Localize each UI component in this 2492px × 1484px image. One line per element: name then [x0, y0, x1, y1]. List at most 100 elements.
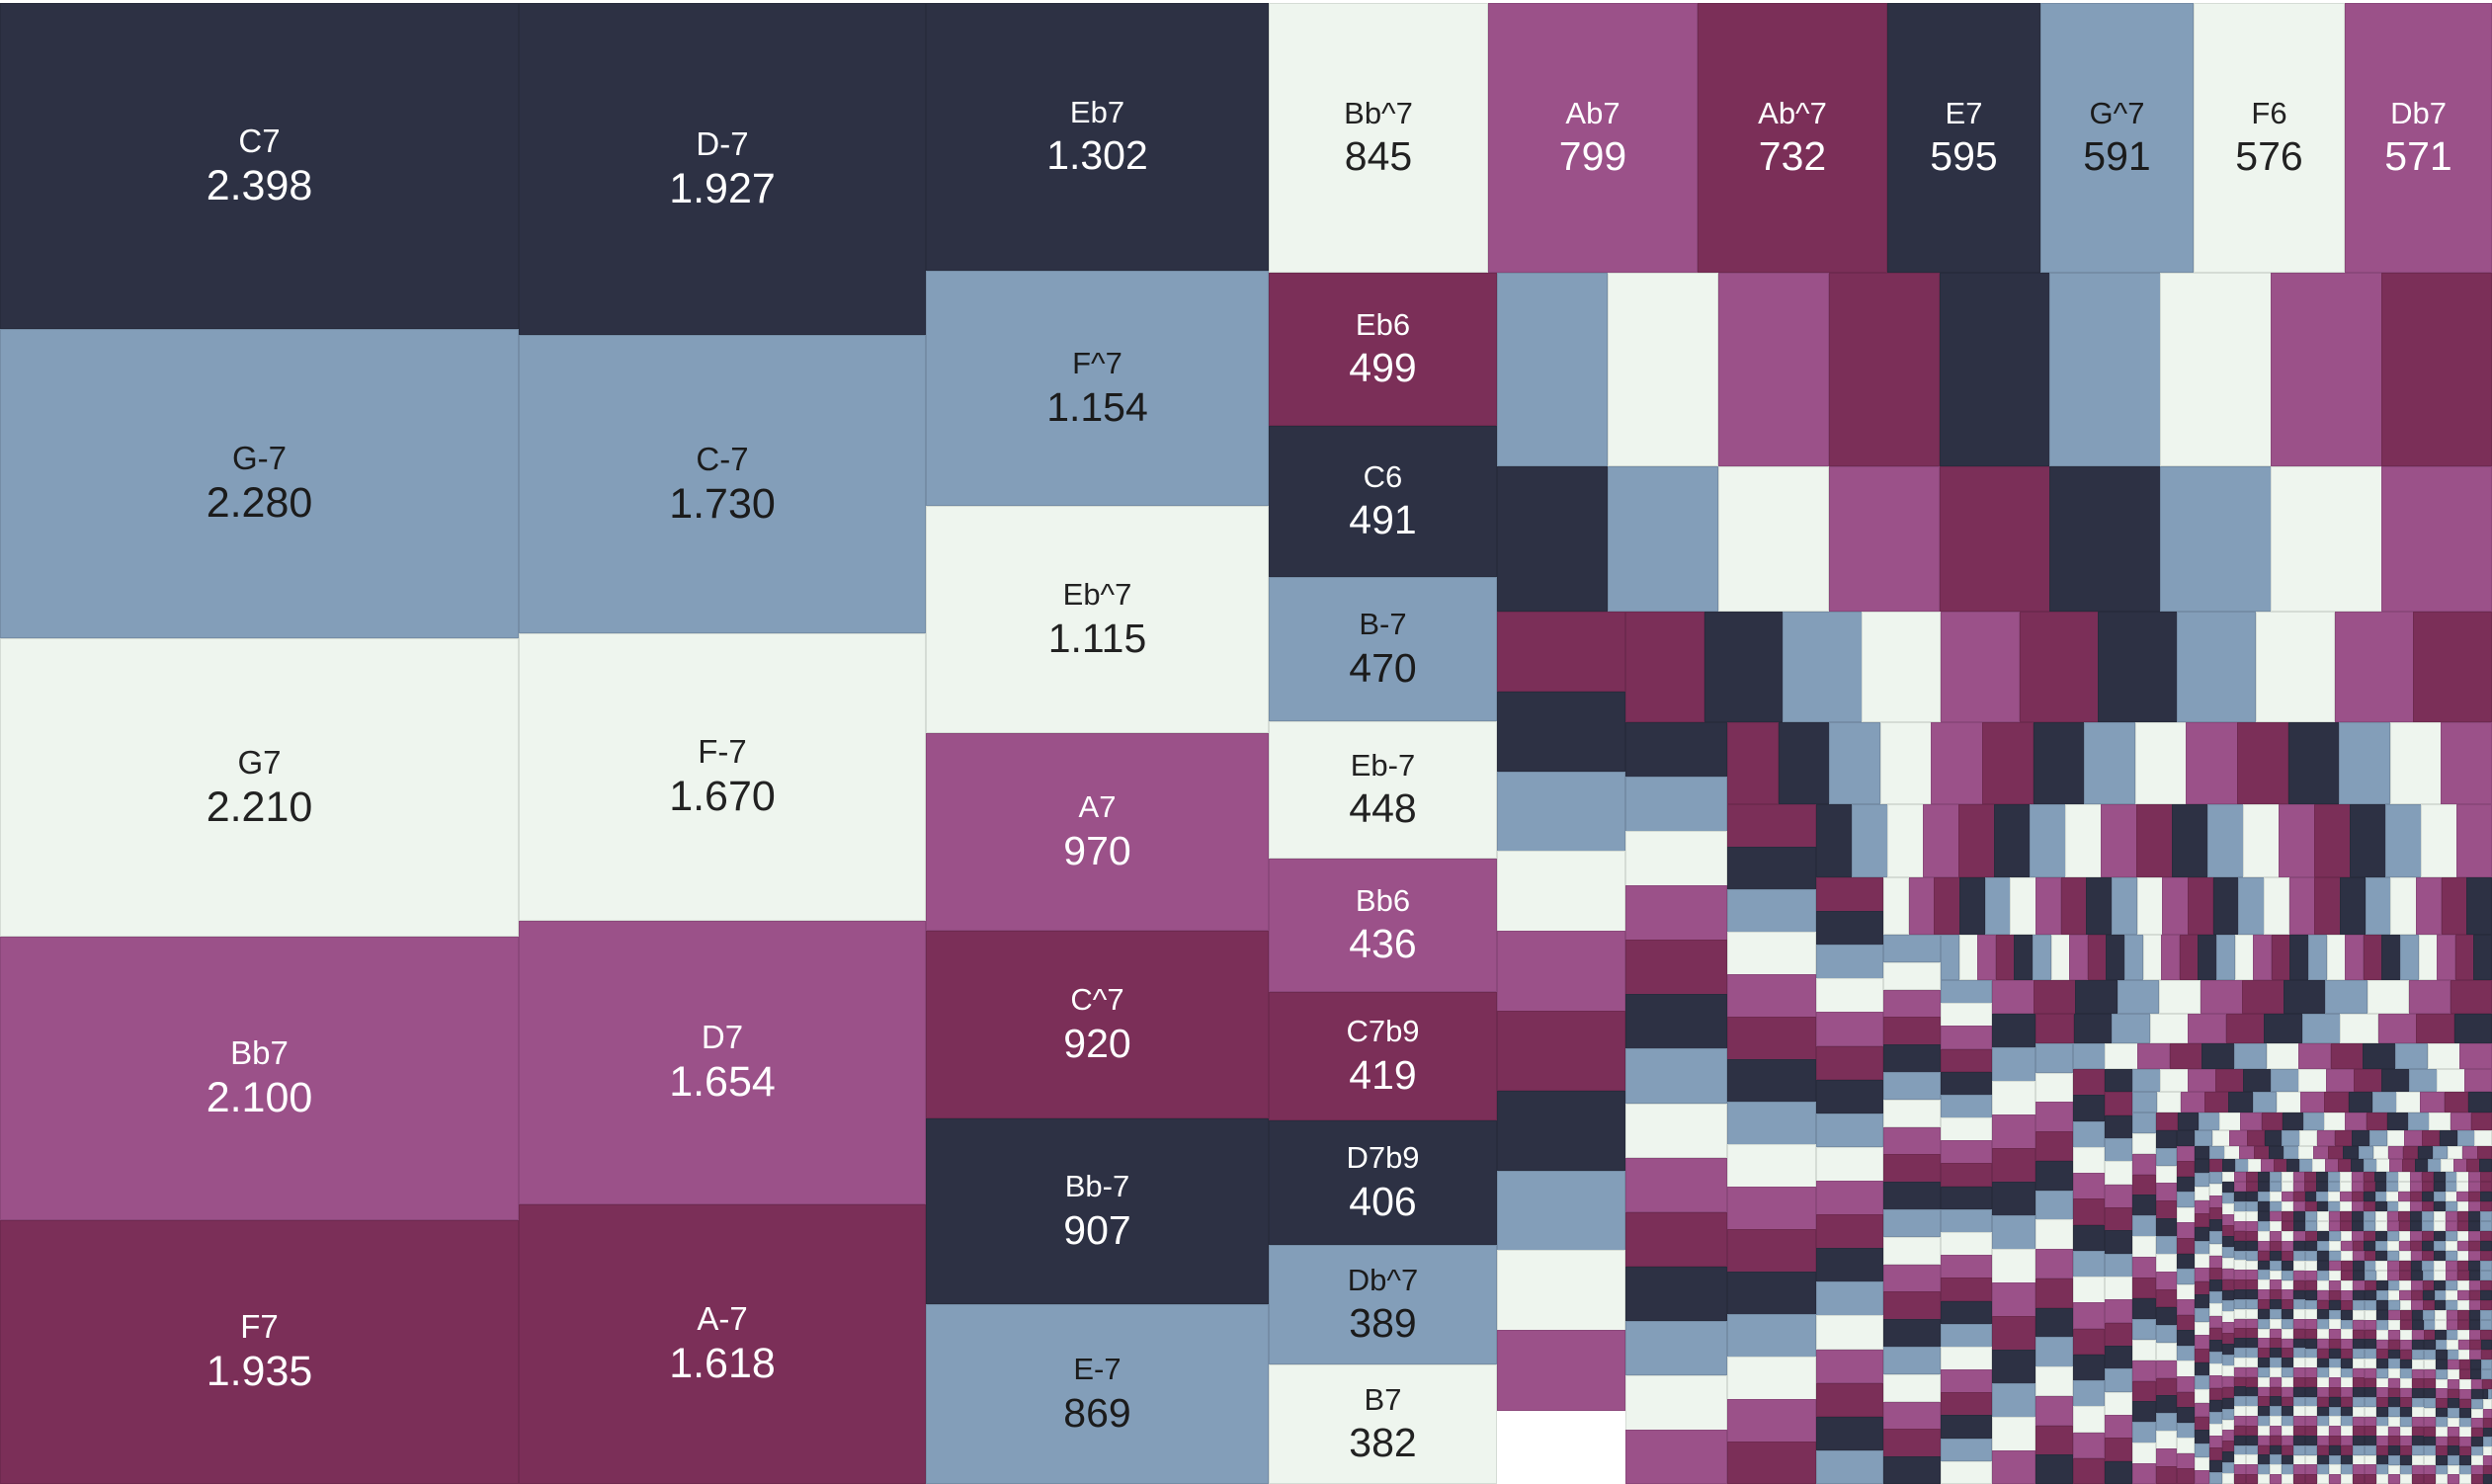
- treemap-cell-small: [2238, 877, 2265, 935]
- treemap-cell-small: [2105, 1277, 2133, 1300]
- cell-value: 406: [1349, 1178, 1417, 1224]
- treemap-cell-small: [2252, 1092, 2278, 1113]
- treemap-cell-small: [2385, 804, 2422, 877]
- treemap-cell-small: [2219, 1112, 2241, 1130]
- treemap-cell-small: [2194, 1443, 2210, 1458]
- treemap-cell-small: [2072, 1146, 2106, 1174]
- treemap-cell-small: [2271, 935, 2290, 980]
- treemap-cell-small: [2234, 1250, 2247, 1261]
- treemap-cell-small: [1883, 1209, 1941, 1238]
- treemap-cell-small: [2316, 1182, 2329, 1193]
- treemap-cell: B7 382: [1269, 1364, 1497, 1484]
- treemap-cell-small: [2456, 1290, 2470, 1301]
- treemap-cell-small: [2222, 1408, 2235, 1421]
- treemap-cell-small: [2330, 1042, 2365, 1070]
- treemap-cell-small: [2480, 1350, 2492, 1360]
- treemap-cell-small: [2156, 1183, 2178, 1201]
- treemap-cell-small: [2105, 1322, 2133, 1347]
- treemap-cell-small: [2204, 1092, 2229, 1113]
- treemap-cell-small: [2363, 1042, 2396, 1070]
- treemap-cell-small: [2299, 1159, 2313, 1172]
- treemap-cell-small: [2270, 1308, 2283, 1320]
- treemap-cell-small: [2132, 1360, 2157, 1382]
- treemap-cell-small: [2209, 1352, 2223, 1364]
- treemap-cell-small: [2072, 1173, 2106, 1199]
- treemap-cell-small: [2399, 1290, 2412, 1301]
- treemap-cell-small: [2456, 1280, 2470, 1291]
- treemap-cell-small: [2270, 1201, 2283, 1212]
- treemap-cell-small: [2386, 1129, 2406, 1146]
- treemap-cell-small: [2248, 1159, 2262, 1172]
- treemap-cell-small: [2222, 1159, 2236, 1172]
- treemap-cell-small: [2072, 1095, 2106, 1122]
- treemap-cell-small: [2194, 1280, 2210, 1295]
- cell-value: 448: [1349, 785, 1417, 832]
- treemap-cell-small: [2234, 1270, 2247, 1280]
- treemap-cell-small: [2457, 1330, 2470, 1341]
- treemap-cell-small: [2340, 1231, 2353, 1242]
- treemap-cell-small: [2156, 1147, 2178, 1167]
- treemap-cell-small: [1727, 722, 1780, 804]
- treemap-cell-small: [1497, 1090, 1625, 1172]
- treemap-cell-small: [1497, 1011, 1625, 1092]
- treemap-cell-small: [2049, 273, 2161, 466]
- treemap-cell-small: [2399, 1280, 2412, 1291]
- treemap-cell-small: [2222, 1182, 2235, 1194]
- treemap-cell-small: [1727, 1442, 1816, 1484]
- treemap-cell-small: [2446, 1280, 2458, 1291]
- treemap-cell-small: [2209, 1195, 2223, 1208]
- treemap-cell-small: [1883, 1347, 1941, 1375]
- treemap-cell-small: [2156, 1360, 2178, 1379]
- cell-label: Db^7: [1347, 1262, 1419, 1297]
- treemap-cell-small: [2105, 1346, 2133, 1369]
- treemap-cell-small: [1992, 1417, 2035, 1451]
- treemap-cell-small: [1727, 1017, 1816, 1060]
- treemap-cell-small: [2468, 1290, 2481, 1301]
- treemap-cell-small: [2314, 877, 2341, 935]
- treemap-cell-small: [2480, 1360, 2492, 1370]
- treemap-cell-small: [2433, 1201, 2447, 1212]
- treemap-cell-small: [2421, 1192, 2435, 1202]
- treemap-cell-small: [2177, 1283, 2195, 1300]
- cell-label: C6: [1363, 458, 1403, 494]
- treemap-cell-small: [2105, 1069, 2133, 1093]
- treemap-cell-small: [1959, 877, 1986, 935]
- treemap-cell-small: [2340, 1211, 2353, 1222]
- treemap-cell-small: [2445, 1192, 2458, 1202]
- treemap-cell-small: [2156, 1342, 2178, 1361]
- treemap-cell-small: [2136, 804, 2173, 877]
- treemap-cell: Bb6 436: [1269, 859, 1497, 992]
- treemap-cell-small: [2222, 1473, 2235, 1484]
- treemap-cell-small: [2209, 1399, 2223, 1413]
- treemap-cell-small: [2034, 980, 2076, 1014]
- treemap-cell-small: [1992, 1215, 2035, 1250]
- treemap-cell-small: [2246, 1474, 2259, 1484]
- treemap-cell-small: [2375, 1231, 2388, 1242]
- treemap-cell-small: [2434, 1251, 2447, 1262]
- treemap-cell-small: [2105, 1230, 2133, 1255]
- treemap-cell-small: [2326, 1069, 2355, 1093]
- treemap-cell-small: [2399, 1300, 2412, 1311]
- treemap-cell-small: [2410, 1182, 2423, 1193]
- treemap-cell-small: [2194, 1254, 2210, 1269]
- treemap-cell-small: [1625, 1374, 1727, 1431]
- treemap-cell-small: [2470, 1369, 2482, 1380]
- treemap-cell-small: [1992, 1249, 2035, 1283]
- treemap-cell-small: [2224, 1145, 2240, 1160]
- treemap-cell-small: [2301, 1014, 2341, 1043]
- treemap-cell-small: [2352, 1261, 2366, 1272]
- treemap-cell-small: [2132, 1069, 2161, 1093]
- treemap-cell-small: [2156, 1288, 2178, 1308]
- treemap-cell-small: [2269, 1182, 2283, 1193]
- treemap-cell-small: [2324, 1092, 2350, 1113]
- treemap-cell-small: [2132, 1132, 2157, 1155]
- treemap-cell-small: [2234, 1376, 2247, 1388]
- treemap-cell-small: [2209, 1411, 2223, 1425]
- treemap-cell-small: [2225, 1014, 2265, 1043]
- treemap-cell-small: [2132, 1092, 2158, 1113]
- treemap-cell-small: [2200, 980, 2243, 1014]
- cell-label: Ab^7: [1758, 95, 1827, 130]
- treemap-cell-small: [2375, 1271, 2388, 1281]
- treemap-cell-small: [2194, 1349, 2210, 1363]
- treemap-cell-small: [2194, 1335, 2210, 1350]
